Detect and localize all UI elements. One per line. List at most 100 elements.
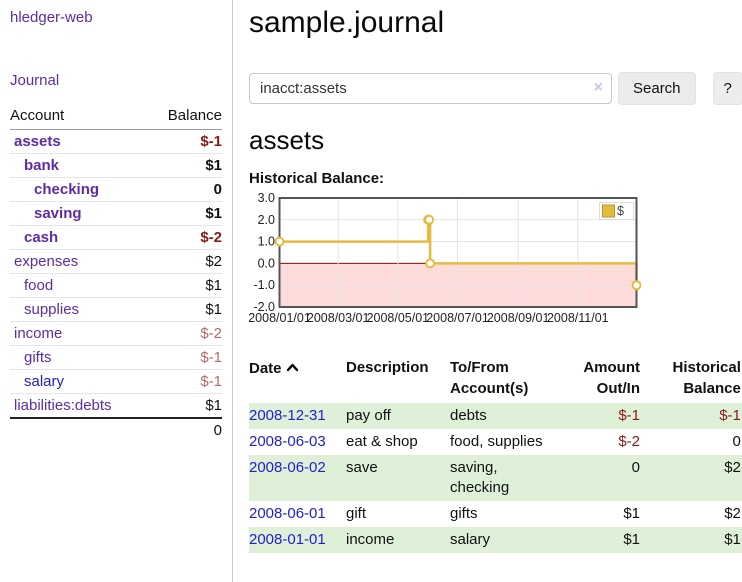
account-name-cell: bank: [10, 153, 138, 178]
register-description-cell: save: [346, 459, 378, 476]
register-date-cell: 2008-12-31: [249, 403, 346, 429]
account-row: checking 0: [10, 177, 222, 202]
account-name-cell: saving: [10, 201, 138, 226]
app-title-link[interactable]: hledger-web: [10, 9, 93, 26]
page-title: sample.journal: [249, 6, 445, 39]
register-header-amount-line2: Out/In: [596, 380, 640, 397]
sidebar-account-link[interactable]: supplies: [24, 301, 80, 318]
register-header-amount: Amount Out/In: [562, 355, 642, 403]
account-balance-value: $1: [137, 393, 222, 418]
account-name-cell: supplies: [10, 297, 138, 322]
account-row: assets $-1: [10, 130, 222, 154]
register-header-balance-line1: Historical: [672, 359, 741, 376]
register-header-accounts-line1: To/From: [450, 359, 509, 376]
sidebar-account-link[interactable]: gifts: [24, 349, 52, 366]
register-row: 2008-06-02 save saving, checking 0 $2: [249, 455, 742, 501]
sidebar-account-link[interactable]: income: [14, 325, 63, 342]
account-name-cell: expenses: [10, 249, 138, 274]
accounts-total-spacer: [10, 417, 138, 442]
svg-text:2008/09/01: 2008/09/01: [487, 311, 550, 325]
register-amount-cell: $1: [623, 505, 640, 522]
register-date-cell: 2008-06-03: [249, 429, 346, 455]
register-accounts-cell: debts: [450, 407, 487, 424]
register-accounts-cell: saving, checking: [450, 459, 510, 496]
sidebar-account-link[interactable]: assets: [14, 133, 61, 150]
account-row: cash $-2: [10, 225, 222, 250]
register-balance-cell: 0: [732, 433, 741, 450]
transaction-date-link[interactable]: 2008-06-02: [249, 459, 326, 476]
clear-search-icon[interactable]: ×: [593, 79, 603, 96]
svg-text:0.0: 0.0: [258, 256, 275, 270]
account-balance-value: $-1: [137, 369, 222, 394]
search-input[interactable]: [249, 73, 612, 104]
sidebar-account-link[interactable]: bank: [24, 157, 60, 174]
register-table: Date Description To/From Account(s) Amou…: [249, 355, 742, 553]
account-row: food $1: [10, 273, 222, 298]
sidebar-account-link[interactable]: checking: [34, 181, 100, 198]
account-row: gifts $-1: [10, 345, 222, 370]
register-row: 2008-01-01 income salary $1 $1: [249, 527, 742, 553]
help-button[interactable]: ?: [712, 72, 742, 105]
svg-text:2008/11/01: 2008/11/01: [547, 311, 609, 325]
sidebar-account-link[interactable]: expenses: [14, 253, 79, 270]
register-balance-cell: $2: [724, 459, 741, 476]
account-row: liabilities:debts $1: [10, 393, 222, 418]
register-balance-cell: $2: [724, 505, 741, 522]
sort-asc-icon: [286, 357, 299, 378]
search-button[interactable]: Search: [618, 72, 696, 105]
transaction-date-link[interactable]: 2008-06-03: [249, 433, 326, 450]
account-name-cell: cash: [10, 225, 138, 250]
accounts-header-balance: Balance: [137, 105, 222, 130]
register-row: 2008-12-31 pay off debts $-1 $-1: [249, 403, 742, 429]
account-name-cell: gifts: [10, 345, 138, 370]
sidebar-account-link[interactable]: cash: [24, 229, 59, 246]
register-amount-cell: 0: [631, 459, 640, 476]
account-balance-value: $1: [137, 297, 222, 322]
account-name-cell: food: [10, 273, 138, 298]
register-header-balance-line2: Balance: [683, 380, 741, 397]
sidebar-account-link[interactable]: liabilities:debts: [14, 397, 112, 414]
svg-text:2008/07/01: 2008/07/01: [426, 311, 489, 325]
sidebar-account-link[interactable]: salary: [24, 373, 65, 390]
account-name-cell: checking: [10, 177, 138, 202]
sidebar-account-link[interactable]: saving: [34, 205, 82, 222]
register-date-cell: 2008-01-01: [249, 527, 346, 553]
register-header-accounts: To/From Account(s): [450, 355, 562, 403]
chart-title: Historical Balance:: [249, 170, 385, 187]
account-name-cell: liabilities:debts: [10, 393, 138, 418]
svg-text:-1.0: -1.0: [253, 278, 275, 292]
account-name-cell: salary: [10, 369, 138, 394]
account-heading: assets: [249, 125, 325, 155]
transaction-date-link[interactable]: 2008-01-01: [249, 531, 326, 548]
register-header-balance: Historical Balance: [642, 355, 742, 403]
transaction-date-link[interactable]: 2008-06-01: [249, 505, 326, 522]
register-row: 2008-06-03 eat & shop food, supplies $-2 0: [249, 429, 742, 455]
accounts-table: Account Balance assets $-1 bank $1 checking 0…: [10, 105, 222, 442]
register-header-date[interactable]: Date: [249, 355, 346, 403]
svg-text:2008/05/01: 2008/05/01: [367, 311, 430, 325]
account-row: bank $1: [10, 153, 222, 178]
account-balance-value: $1: [137, 153, 222, 178]
svg-text:2008/03/01: 2008/03/01: [307, 311, 370, 325]
balance-chart-svg: $3.0 2.0 1.0 0.0 -1.0 -2.02008/01/012008/03/0…: [248, 191, 642, 325]
register-accounts-cell: food, supplies: [450, 433, 543, 450]
account-balance-value: $-2: [137, 225, 222, 250]
sidebar-account-link[interactable]: food: [24, 277, 54, 294]
transaction-date-link[interactable]: 2008-12-31: [249, 407, 326, 424]
register-header-accounts-line2: Account(s): [450, 380, 529, 397]
register-amount-cell: $1: [623, 531, 640, 548]
register-row: 2008-06-01 gift gifts $1 $2: [249, 501, 742, 527]
accounts-header-row: Account Balance: [10, 105, 222, 130]
account-balance-value: $1: [137, 273, 222, 298]
register-header-amount-line1: Amount: [583, 359, 640, 376]
register-header-description: Description: [346, 359, 429, 376]
account-balance-value: $2: [137, 249, 222, 274]
svg-text:1.0: 1.0: [258, 235, 275, 249]
search-row: × Search ?: [249, 72, 742, 105]
sidebar-item-journal[interactable]: Journal: [10, 72, 60, 89]
register-balance-cell: $1: [724, 531, 741, 548]
register-accounts-cell: gifts: [450, 505, 478, 522]
svg-text:$: $: [617, 204, 624, 218]
account-name-cell: income: [10, 321, 138, 346]
search-box: ×: [249, 73, 612, 104]
